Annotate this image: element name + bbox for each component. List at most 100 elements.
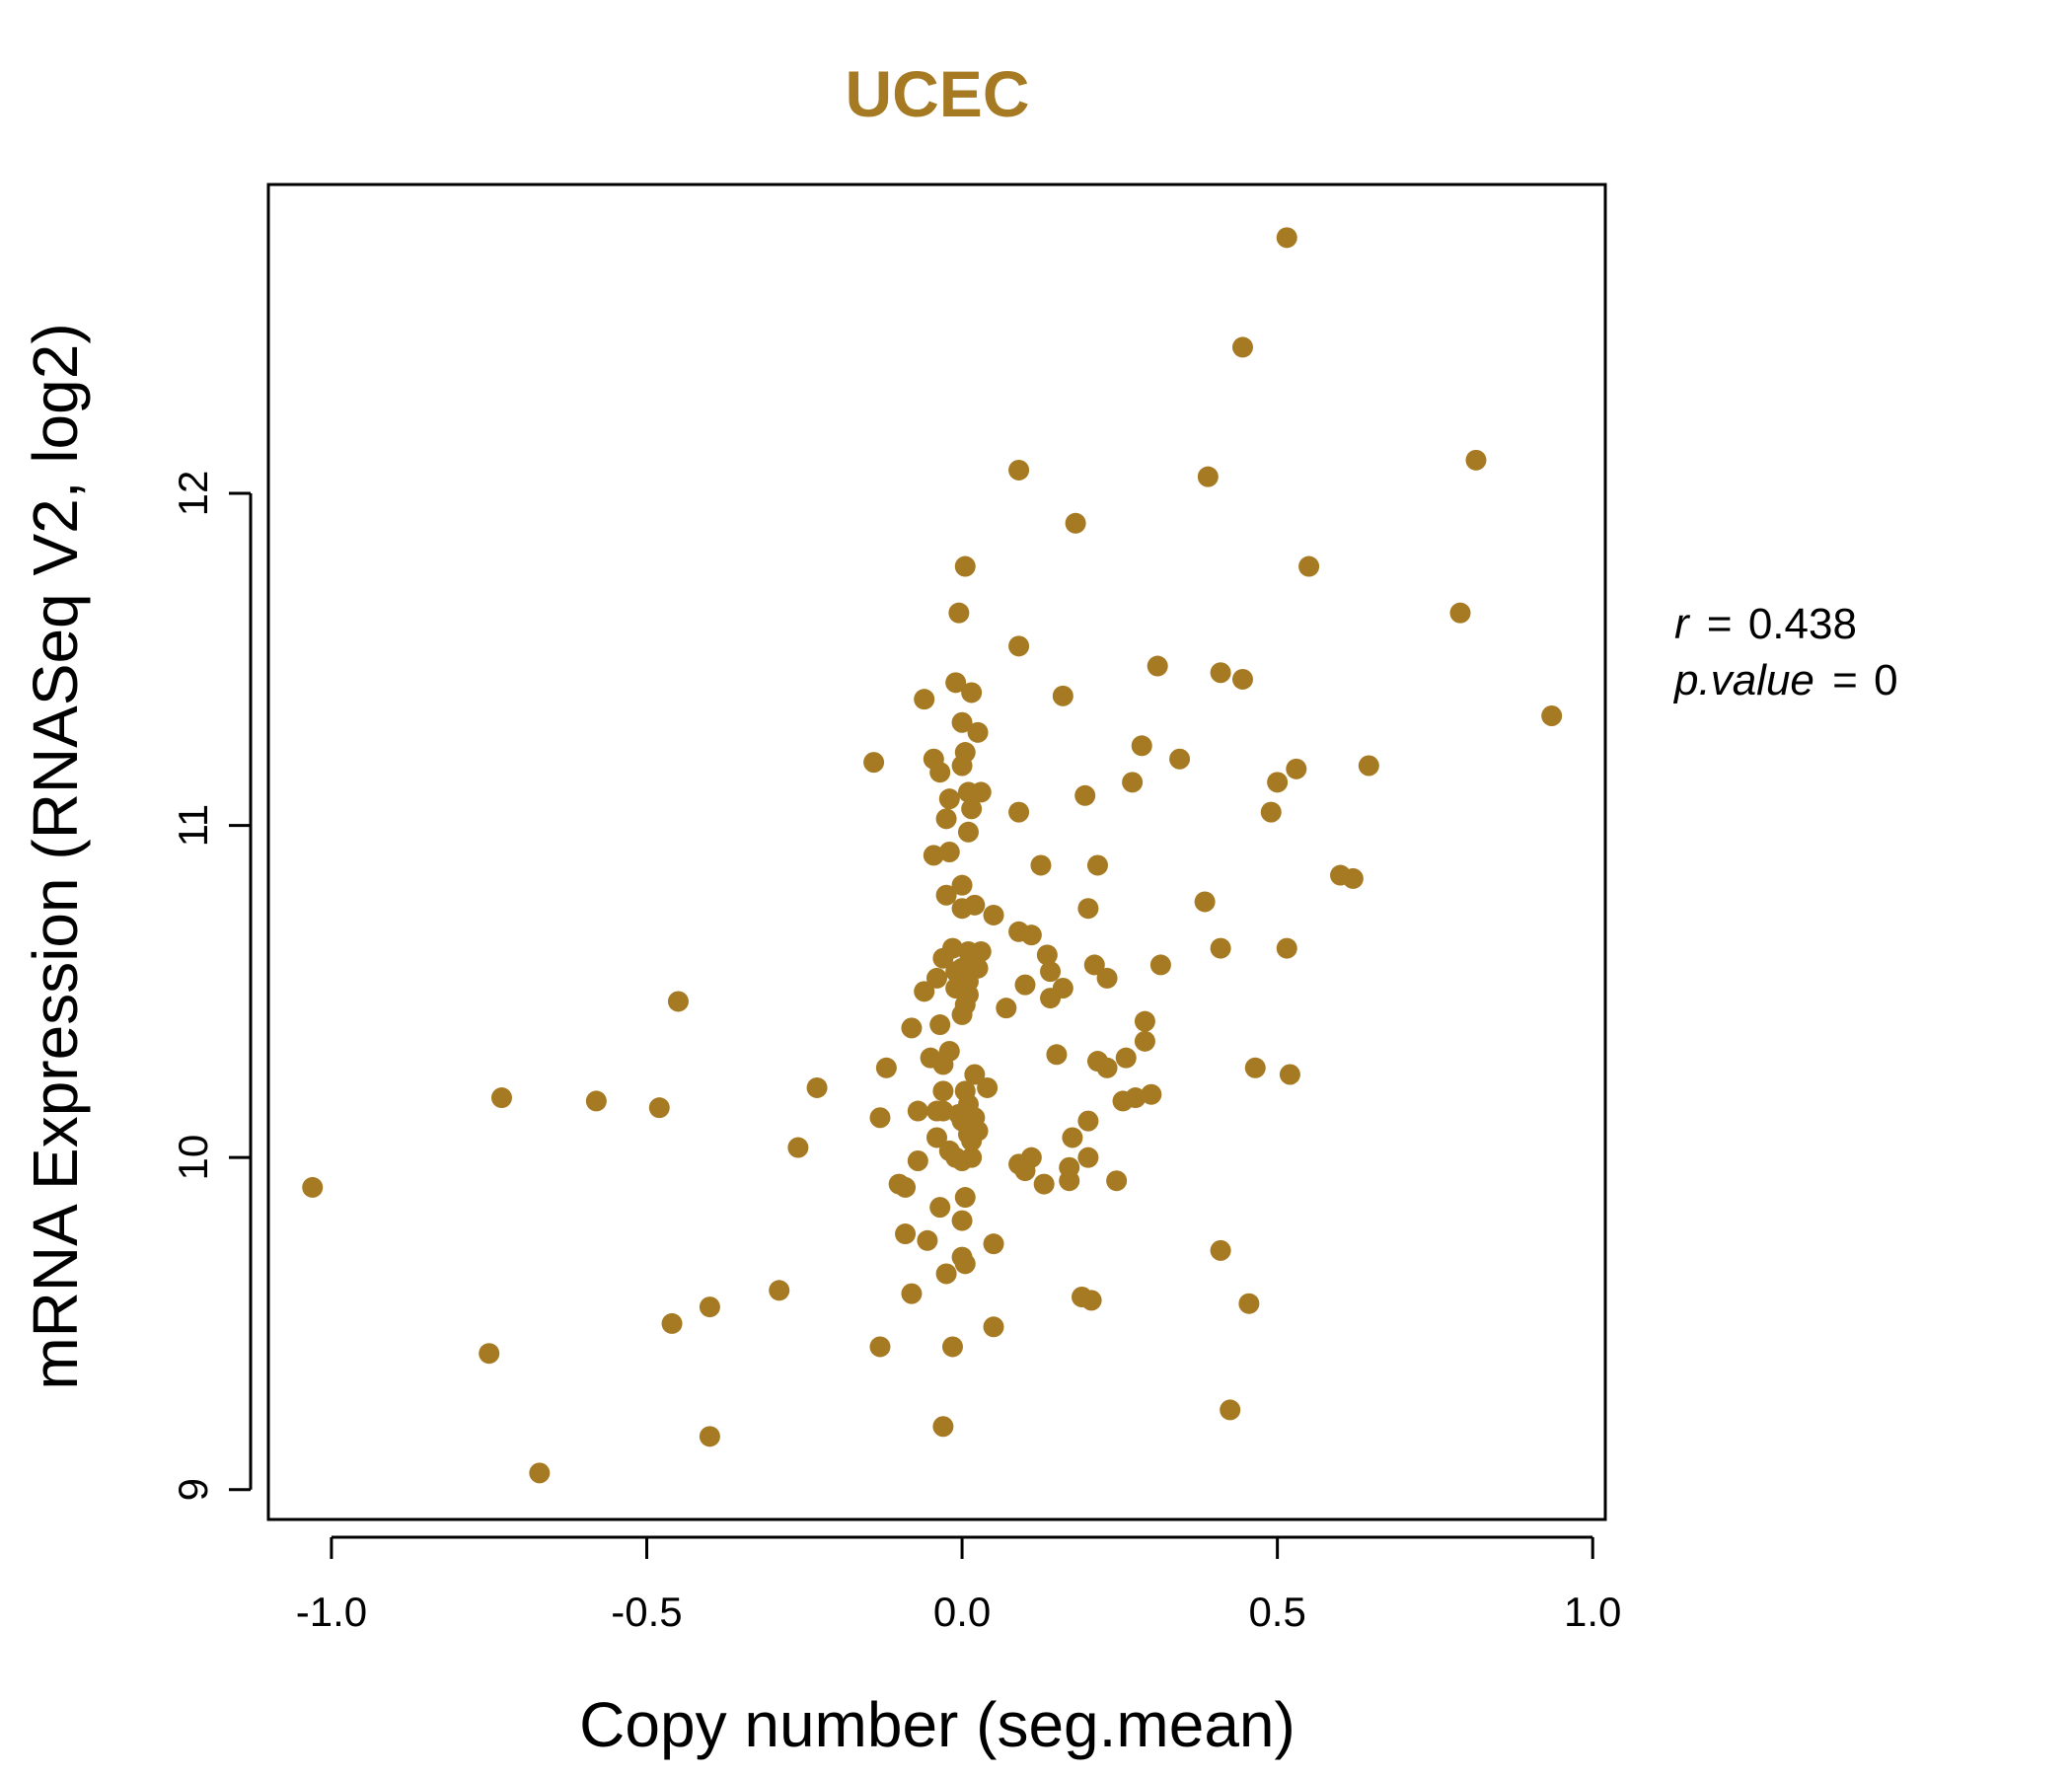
data-point [935,1263,957,1285]
data-point [1008,635,1030,657]
y-axis: 9 10 11 12 [170,471,253,1501]
data-point [938,1040,960,1062]
data-point [964,894,986,916]
data-point [961,1147,983,1168]
data-point [1059,1170,1080,1192]
data-point [863,752,885,774]
y-tick-label: 12 [170,471,216,517]
data-point [1220,1399,1241,1421]
data-point [1077,898,1099,920]
data-point [1231,668,1253,690]
data-point [967,1120,989,1142]
r-label: r [1674,600,1691,648]
data-point [964,1064,986,1085]
data-point [923,845,944,866]
data-point [869,1107,891,1129]
stat-annotation: r = 0.438 p.value = 0 [1672,600,1898,704]
data-point [932,1416,954,1438]
data-point [1244,1057,1266,1078]
data-point [1541,705,1563,727]
data-point [1125,1087,1147,1109]
data-point [1030,854,1052,876]
data-point [1298,555,1320,577]
data-point [1210,1239,1231,1261]
data-point [1036,944,1058,966]
data-point [967,721,989,743]
data-point [769,1280,790,1301]
data-point [1449,602,1471,624]
data-point [648,1097,670,1119]
data-point [957,984,979,1005]
data-point [1020,925,1042,946]
data-point [1286,758,1307,779]
data-point [914,981,935,1002]
data-point [1077,1110,1099,1132]
data-point [1238,1293,1260,1314]
data-point [1033,1173,1055,1195]
data-point [1020,1147,1042,1168]
data-point [945,672,967,694]
data-point [961,682,983,703]
data-point [1358,755,1379,777]
data-point [929,1197,951,1219]
data-point [1134,1010,1155,1032]
data-point [479,1343,500,1365]
data-point [1052,685,1073,706]
data-point [926,967,947,989]
data-point [869,1336,891,1358]
r-value: 0.438 [1748,600,1857,648]
data-point [895,1176,917,1198]
y-axis-label: mRNA Expression (RNASeq V2, log2) [20,323,91,1389]
data-point [1197,466,1219,487]
data-point [585,1090,607,1112]
data-point [983,1316,1004,1338]
data-point [1080,1290,1102,1311]
data-point [1231,336,1253,358]
data-point [1147,655,1168,677]
data-point [699,1426,720,1447]
svg-text:p.value = 0: p.value = 0 [1672,656,1898,704]
data-point [938,788,960,810]
data-point [967,957,989,979]
data-point [954,1253,976,1275]
data-point [1083,954,1105,976]
data-point [970,940,992,962]
data-point [1149,954,1171,976]
data-point [983,1233,1004,1255]
data-point [1141,1083,1162,1105]
data-point [1134,1030,1155,1052]
data-point [929,1014,951,1036]
data-point [935,808,957,830]
data-point [961,798,983,820]
data-point [1131,735,1152,757]
data-point [983,904,1004,925]
data-point [302,1176,324,1198]
data-point [901,1283,923,1304]
data-point [1074,784,1096,806]
data-point [1014,974,1036,996]
data-point [914,689,935,710]
data-point [667,991,689,1012]
data-point [957,821,979,843]
data-point [1052,977,1073,999]
data-point [1106,1170,1128,1192]
p-equals: = [1832,656,1858,704]
data-point [1279,1064,1300,1085]
x-axis-label: Copy number (seg.mean) [579,1689,1295,1760]
data-point [907,1150,928,1172]
data-point [1210,662,1231,684]
data-point [954,1187,976,1209]
data-point [1260,801,1282,823]
data-point [661,1312,683,1334]
data-point [1169,748,1191,770]
data-point [490,1087,512,1109]
data-point [932,1080,954,1102]
data-point [1276,937,1297,959]
data-point [938,842,960,862]
data-point [875,1057,897,1078]
x-tick-label: 0.5 [1248,1589,1305,1635]
y-tick-label: 9 [170,1478,216,1501]
r-equals: = [1707,600,1733,648]
data-point [907,1100,928,1122]
